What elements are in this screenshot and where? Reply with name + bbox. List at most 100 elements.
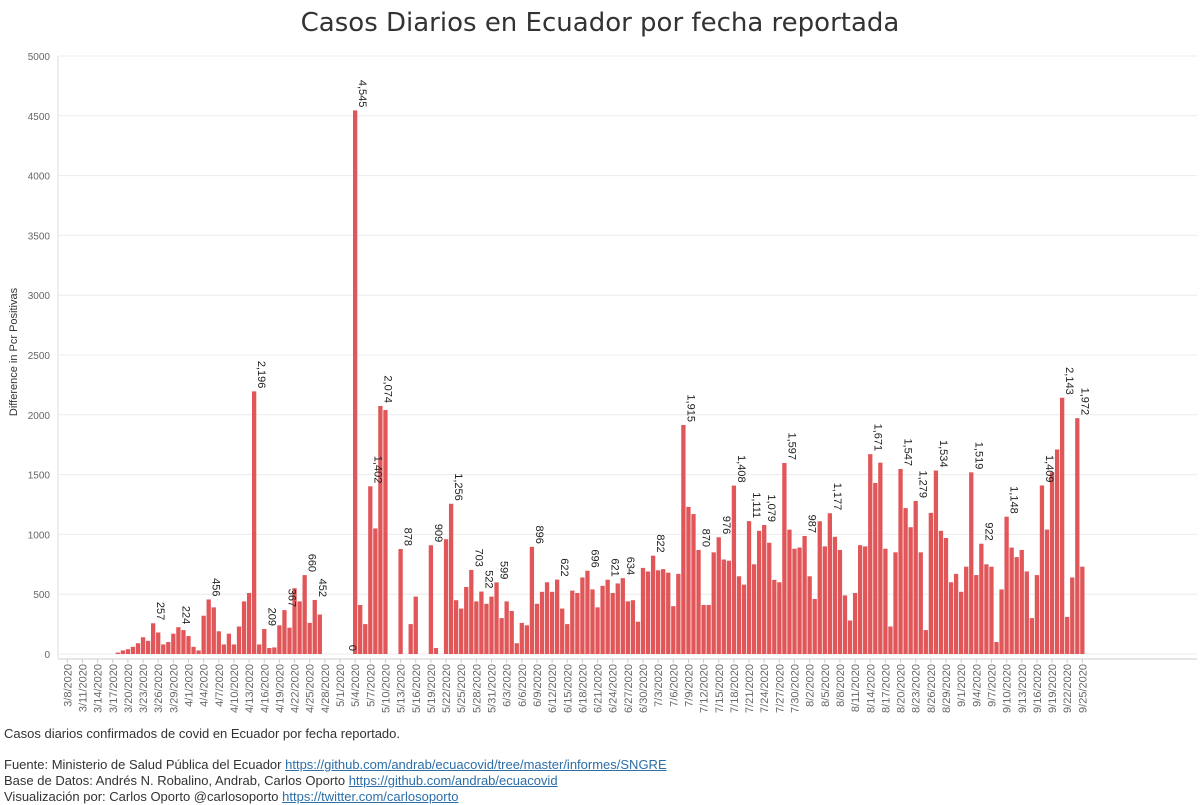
bar [302, 575, 307, 654]
bar [913, 501, 918, 654]
bar [494, 582, 499, 654]
x-tick-label: 5/22/2020 [441, 664, 453, 713]
bar [640, 567, 646, 654]
data-label: 2,074 [381, 375, 393, 403]
data-label: 703 [472, 549, 484, 567]
bar [1024, 571, 1029, 654]
bar [873, 482, 878, 654]
data-label: 1,519 [972, 442, 984, 470]
bar [943, 537, 949, 654]
bar [570, 590, 575, 654]
x-tick-label: 5/10/2020 [380, 664, 392, 713]
bar [191, 646, 196, 654]
x-tick-label: 4/7/2020 [214, 664, 226, 707]
data-label: 0 [346, 645, 358, 651]
bar [681, 424, 686, 654]
bar [115, 652, 120, 654]
data-label: 822 [654, 534, 666, 552]
bar [257, 644, 262, 654]
bar [1029, 618, 1034, 654]
x-tick-label: 6/21/2020 [593, 664, 605, 713]
x-tick-label: 8/2/2020 [805, 664, 817, 707]
y-tick-label: 1500 [28, 471, 51, 482]
data-label: 634 [624, 557, 636, 575]
x-tick-label: 9/10/2020 [1002, 664, 1014, 713]
bar [297, 601, 302, 654]
bar [782, 462, 787, 654]
bar [605, 579, 610, 654]
bar [433, 648, 439, 654]
bar [529, 546, 535, 654]
credits: Fuente: Ministerio de Salud Pública del … [4, 757, 667, 805]
x-tick-label: 7/18/2020 [729, 664, 741, 713]
bar [555, 579, 560, 654]
bar [216, 631, 221, 654]
bar [145, 640, 151, 654]
bar [489, 596, 494, 654]
bar [196, 650, 201, 654]
x-tick-label: 6/24/2020 [608, 664, 620, 713]
x-tick-label: 8/14/2020 [865, 664, 877, 713]
x-tick-label: 3/17/2020 [108, 664, 120, 713]
x-tick-label: 9/1/2020 [956, 664, 968, 707]
data-label: 522 [482, 570, 494, 588]
x-tick-label: 3/11/2020 [77, 664, 89, 712]
bar [226, 633, 232, 654]
bar [686, 506, 691, 654]
data-label: 4,545 [356, 80, 368, 108]
bar [130, 646, 136, 654]
bar [994, 642, 999, 654]
x-tick-label: 5/25/2020 [456, 664, 468, 713]
x-tick-label: 9/16/2020 [1032, 664, 1044, 713]
twitter-link[interactable]: https://twitter.com/carlosoporto [282, 789, 459, 804]
x-tick-label: 5/28/2020 [471, 664, 483, 713]
data-label: 1,279 [917, 471, 929, 499]
bar [650, 555, 656, 654]
bar [317, 614, 322, 654]
x-tick-label: 9/19/2020 [1047, 664, 1059, 713]
bar [787, 529, 792, 654]
credit-visualization: Visualización por: Carlos Oporto @carlos… [4, 789, 459, 804]
bar [312, 599, 317, 654]
bar [428, 545, 434, 654]
bar [282, 610, 287, 654]
x-tick-label: 3/29/2020 [168, 664, 180, 713]
x-tick-label: 6/30/2020 [638, 664, 650, 713]
x-tick-label: 4/10/2020 [229, 664, 241, 713]
x-tick-label: 5/4/2020 [350, 664, 362, 707]
bar [448, 503, 454, 654]
bar [539, 591, 545, 654]
data-label: 1,256 [452, 473, 464, 501]
x-tick-label: 8/23/2020 [911, 664, 923, 713]
bar [1080, 566, 1085, 654]
bar [519, 622, 524, 654]
y-tick-label: 3500 [28, 231, 51, 242]
data-label: 599 [498, 561, 510, 579]
bar [358, 604, 363, 654]
data-label: 1,972 [1078, 388, 1090, 416]
source-link[interactable]: https://github.com/andrab/ecuacovid/tree… [285, 757, 667, 772]
chart-title: Casos Diarios en Ecuador por fecha repor… [300, 8, 900, 38]
database-link[interactable]: https://github.com/andrab/ecuacovid [348, 773, 558, 788]
bar [883, 548, 888, 654]
bar [206, 599, 211, 654]
bar [656, 570, 661, 654]
data-label: 1,177 [831, 483, 843, 511]
bar [454, 600, 459, 654]
x-tick-label: 9/25/2020 [1077, 664, 1089, 713]
x-tick-label: 6/15/2020 [562, 664, 574, 713]
bar [701, 604, 706, 654]
bar [777, 582, 782, 654]
x-tick-label: 6/12/2020 [547, 664, 559, 713]
bar [1060, 397, 1065, 654]
bar [479, 591, 484, 654]
bar [736, 576, 742, 654]
bar [368, 486, 373, 654]
bar [635, 621, 641, 654]
x-tick-label: 3/20/2020 [123, 664, 135, 713]
data-label: 878 [402, 528, 414, 546]
x-tick-label: 9/13/2020 [1017, 664, 1029, 713]
y-tick-label: 0 [44, 650, 50, 661]
bar [287, 627, 292, 654]
data-label: 209 [265, 608, 277, 626]
